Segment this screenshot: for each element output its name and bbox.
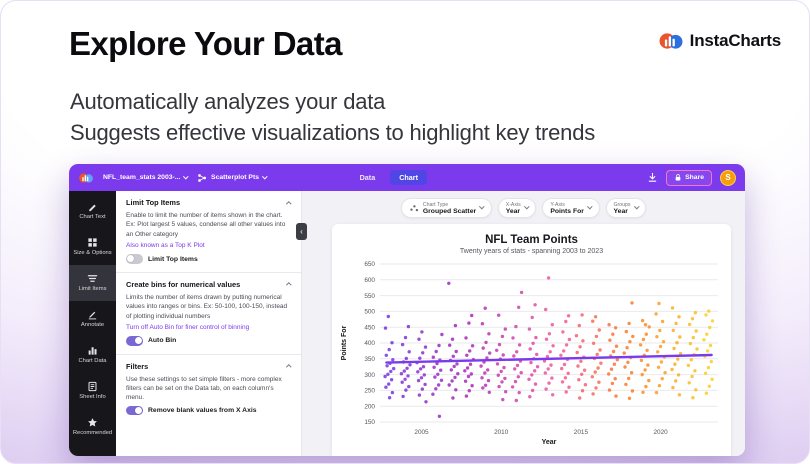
svg-text:500: 500 <box>364 309 375 316</box>
svg-text:2005: 2005 <box>414 429 429 436</box>
chevron-up-icon <box>286 364 292 370</box>
instacharts-logo: InstaCharts <box>658 31 781 51</box>
top-k-plot-link[interactable]: Also known as a Top K Plot <box>126 242 205 250</box>
toggle-switch[interactable] <box>126 405 143 416</box>
tab-chart[interactable]: Chart <box>390 170 427 185</box>
chart-type-dropdown[interactable]: Chart Type Grouped Scatter <box>400 198 492 218</box>
svg-text:400: 400 <box>364 340 375 347</box>
file-menu-label: NFL_team_stats 2003-... <box>103 174 181 181</box>
section-header-create-bins[interactable]: Create bins for numerical values <box>126 280 292 289</box>
y-axis-dropdown[interactable]: Y-Axis Points For <box>542 198 600 218</box>
chevron-down-icon <box>523 204 530 210</box>
remove-blanks-toggle[interactable]: Remove blank values from X Axis <box>126 405 291 416</box>
file-menu[interactable]: NFL_team_stats 2003-... <box>103 173 189 181</box>
section-filters: Filters Use these settings to set simple… <box>116 355 301 424</box>
chevron-down-icon <box>587 204 593 210</box>
chart-card: NFL Team Points Twenty years of stats - … <box>332 224 731 456</box>
sidebar-item-annotate[interactable]: Annotate <box>69 301 116 337</box>
share-nodes-icon <box>198 173 207 182</box>
toggle-switch[interactable] <box>126 254 143 264</box>
svg-text:650: 650 <box>364 261 375 268</box>
chart-controls: Chart Type Grouped Scatter X-Axis Year <box>302 198 745 218</box>
left-sidebar: Chart Text Size & Options Limit Items <box>69 191 116 456</box>
page-title: Explore Your Data <box>69 25 342 62</box>
section-description: Enable to limit the number of items show… <box>126 212 286 238</box>
svg-text:350: 350 <box>364 356 375 363</box>
chevron-down-icon <box>183 173 189 179</box>
section-limit-top-items: Limit Top Items Enable to limit the numb… <box>116 191 301 272</box>
svg-text:2015: 2015 <box>573 429 588 436</box>
view-tabs: Data Chart <box>351 170 427 185</box>
tab-data[interactable]: Data <box>351 170 385 185</box>
chevron-down-icon <box>479 204 485 210</box>
cloud-logo-icon <box>659 33 683 49</box>
svg-text:Points For: Points For <box>341 325 348 360</box>
chart-subtitle: Twenty years of stats - spanning 2003 to… <box>459 248 604 255</box>
hero-subtitle-2: Suggests effective visualizations to hig… <box>70 120 596 145</box>
scatter-plot[interactable]: 150 200 250 300 350 400 450 500 550 600 650 2005 201… <box>336 258 728 448</box>
x-axis-dropdown[interactable]: X-Axis Year <box>497 198 537 218</box>
brand-name: InstaCharts <box>689 31 782 50</box>
section-description: Use these settings to set simple filters… <box>126 375 282 402</box>
svg-text:600: 600 <box>364 277 375 284</box>
toggle-switch[interactable] <box>126 336 143 346</box>
list-icon <box>87 273 98 284</box>
chart-title: NFL Team Points <box>485 234 578 246</box>
divider <box>116 353 301 355</box>
sidebar-item-size-options[interactable]: Size & Options <box>69 229 116 265</box>
bar-chart-icon <box>87 345 98 356</box>
svg-text:550: 550 <box>364 293 375 300</box>
svg-text:300: 300 <box>364 372 375 379</box>
panel-collapse-handle[interactable]: ‹ <box>296 223 307 240</box>
chart-menu-label: Scatterplot Pts <box>211 174 260 181</box>
download-icon <box>648 172 657 182</box>
chart-type-menu[interactable]: Scatterplot Pts <box>197 173 268 183</box>
chevron-up-icon <box>286 201 292 207</box>
chart-canvas: Chart Type Grouped Scatter X-Axis Year <box>302 191 745 456</box>
limit-top-items-toggle[interactable]: Limit Top Items <box>126 254 291 264</box>
pencil-icon <box>87 201 98 212</box>
app-logo-icon <box>79 172 93 183</box>
sidebar-item-chart-text[interactable]: Chart Text <box>69 193 116 229</box>
settings-panel: Limit Top Items Enable to limit the numb… <box>116 191 302 456</box>
lock-icon <box>675 174 681 181</box>
svg-text:450: 450 <box>364 324 375 331</box>
svg-text:150: 150 <box>364 419 375 426</box>
scatter-icon <box>410 205 418 212</box>
share-button[interactable]: Share <box>666 169 712 186</box>
section-header-filters[interactable]: Filters <box>126 362 292 371</box>
sidebar-item-chart-data[interactable]: Chart Data <box>69 337 116 373</box>
svg-text:200: 200 <box>364 403 375 410</box>
svg-text:Year: Year <box>541 439 556 446</box>
svg-text:2020: 2020 <box>653 429 668 436</box>
auto-bin-toggle[interactable]: Auto Bin <box>126 336 291 346</box>
chevron-down-icon <box>633 204 639 210</box>
auto-bin-link[interactable]: Turn off Auto Bin for finer control of b… <box>126 324 250 332</box>
app-window: NFL_team_stats 2003-... Scatterplot Pts … <box>69 164 745 456</box>
divider <box>116 271 301 273</box>
section-header-limit-top-items[interactable]: Limit Top Items <box>126 198 292 207</box>
avatar[interactable]: S <box>720 169 736 186</box>
hero-subtitle-1: Automatically analyzes your data <box>70 89 386 114</box>
app-topbar: NFL_team_stats 2003-... Scatterplot Pts … <box>69 164 745 191</box>
share-label: Share <box>685 174 704 181</box>
sidebar-item-sheet-info[interactable]: Sheet Info <box>69 373 116 409</box>
sidebar-item-recommended[interactable]: Recommended <box>69 409 116 445</box>
chevron-down-icon <box>262 173 268 179</box>
pen-icon <box>87 309 98 320</box>
star-icon <box>87 417 98 428</box>
sheet-icon <box>87 381 98 392</box>
svg-text:2010: 2010 <box>494 429 509 436</box>
download-button[interactable] <box>647 172 658 183</box>
grid-icon <box>87 237 98 248</box>
sidebar-item-limit-items[interactable]: Limit Items <box>69 265 116 301</box>
groups-dropdown[interactable]: Groups Year <box>605 198 647 218</box>
svg-text:250: 250 <box>364 388 375 395</box>
chevron-up-icon <box>286 283 292 289</box>
section-create-bins: Create bins for numerical values Limits … <box>116 273 301 354</box>
section-description: Limits the number of items drawn by putt… <box>126 293 288 320</box>
